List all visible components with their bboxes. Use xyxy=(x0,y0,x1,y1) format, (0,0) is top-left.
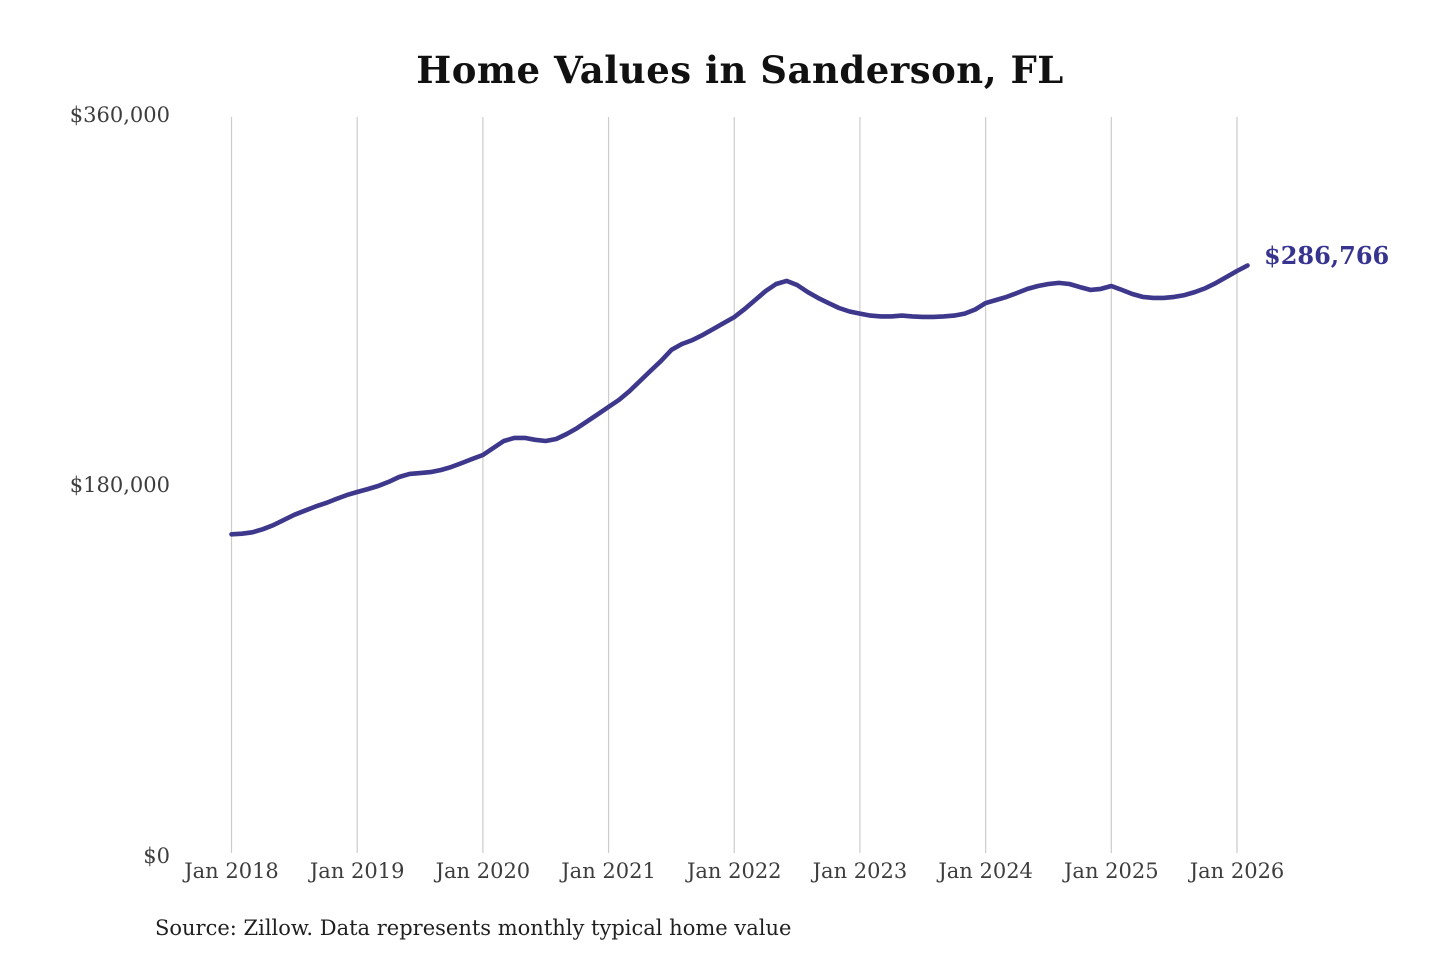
home-value-line xyxy=(229,263,1250,537)
x-tick-label-2022: Jan 2022 xyxy=(686,859,782,883)
y-tick-label-360000: $360,000 xyxy=(69,103,170,127)
x-tick-label-2019: Jan 2019 xyxy=(309,859,405,883)
x-tick-label-2020: Jan 2020 xyxy=(435,859,531,883)
x-tick-label-2025: Jan 2025 xyxy=(1064,859,1159,883)
x-tick-label-2021: Jan 2021 xyxy=(561,859,656,883)
y-tick-label-0: $0 xyxy=(143,844,170,868)
x-tick-label-2024: Jan 2024 xyxy=(938,859,1033,883)
latest-value-label: $286,766 xyxy=(1264,241,1390,270)
y-tick-label-180000: $180,000 xyxy=(69,473,170,497)
x-tick-label-2023: Jan 2023 xyxy=(812,859,908,883)
x-tick-label-2018: Jan 2018 xyxy=(184,859,279,883)
x-tick-label-2026: Jan 2026 xyxy=(1189,859,1285,883)
source-note: Source: Zillow. Data represents monthly … xyxy=(155,916,792,940)
chart-title: Home Values in Sanderson, FL xyxy=(416,48,1064,92)
